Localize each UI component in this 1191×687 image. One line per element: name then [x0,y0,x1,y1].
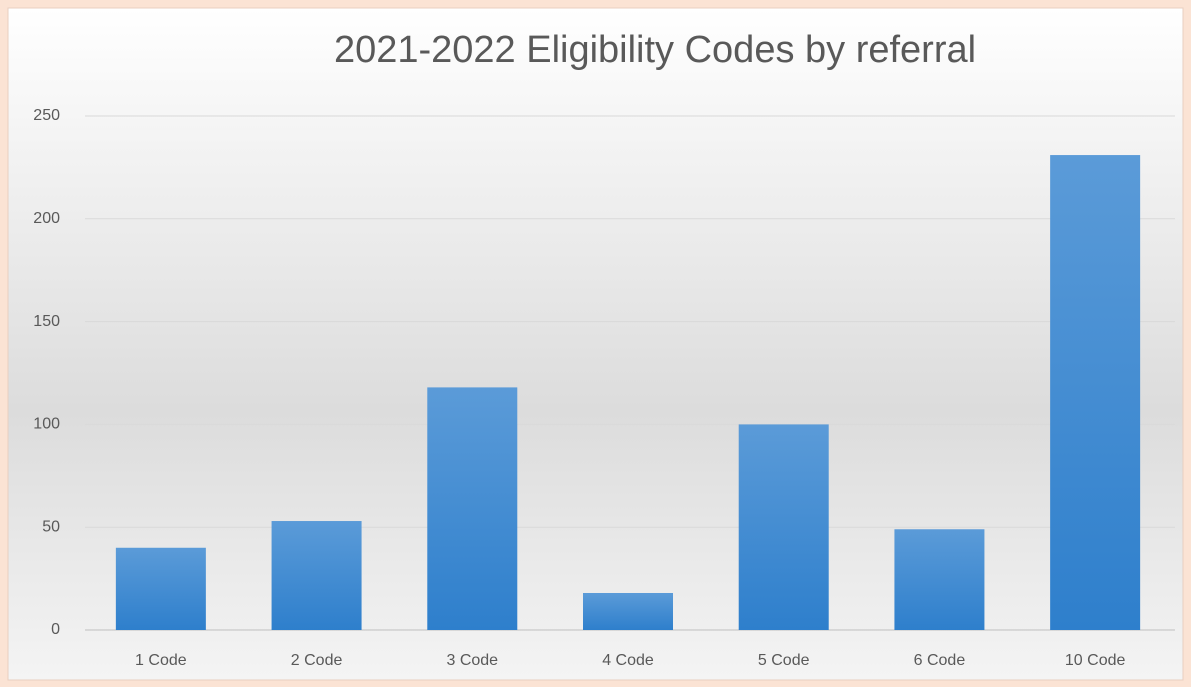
y-tick-label: 150 [33,313,60,330]
y-tick-label: 200 [33,210,60,227]
bar [271,521,362,630]
chart-title: 2021-2022 Eligibility Codes by referral [334,29,976,71]
bar [583,592,673,630]
x-tick-label: 3 Code [446,652,498,669]
x-tick-label: 10 Code [1065,652,1126,669]
y-tick-label: 50 [42,518,60,535]
bar [427,387,518,630]
x-tick-label: 1 Code [135,652,187,669]
y-tick-label: 100 [33,416,60,433]
x-tick-label: 4 Code [602,652,654,669]
y-tick-label: 250 [33,107,60,124]
x-tick-label: 2 Code [291,652,343,669]
y-tick-label: 0 [51,621,60,638]
x-tick-label: 5 Code [758,652,810,669]
bar [1050,155,1141,630]
bar [738,424,829,630]
bar [894,529,985,630]
bar [115,547,206,630]
x-tick-label: 6 Code [914,652,966,669]
